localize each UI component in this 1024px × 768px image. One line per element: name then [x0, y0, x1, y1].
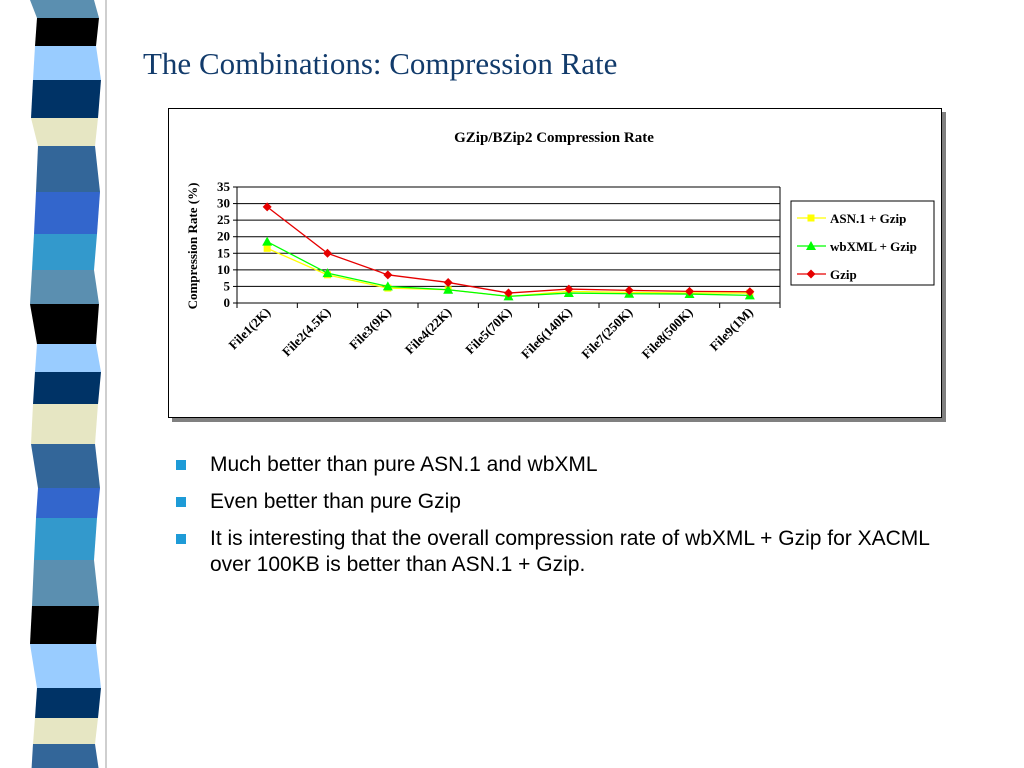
square-bullet-icon	[176, 497, 186, 507]
data-point	[624, 285, 634, 295]
legend-marker	[806, 269, 816, 279]
y-tick-label: 25	[217, 212, 231, 227]
data-point	[382, 281, 393, 291]
legend: ASN.1 + Gzip wbXML + Gzip Gzip	[790, 200, 935, 286]
x-tick-label: File3(9K)	[346, 305, 394, 353]
stripe-segment	[32, 234, 97, 270]
data-point	[262, 202, 272, 212]
data-point	[263, 244, 271, 252]
bullet-text: Even better than pure Gzip	[210, 490, 461, 513]
legend-label: ASN.1 + Gzip	[830, 211, 906, 226]
bullet-item: Even better than pure Gzip	[172, 489, 932, 515]
x-tick-label: File4(22K)	[402, 305, 454, 357]
data-point	[323, 248, 332, 258]
stripe-segment	[35, 344, 101, 372]
stripe-segment	[30, 304, 99, 344]
x-tick-label: File9(1M)	[707, 305, 756, 354]
legend-label: Gzip	[830, 267, 857, 282]
stripe-segment	[33, 372, 101, 404]
data-point	[564, 284, 574, 294]
bullet-item: It is interesting that the overall compr…	[172, 526, 932, 578]
bullet-item: Much better than pure ASN.1 and wbXML	[172, 452, 932, 478]
legend-marker	[807, 214, 815, 222]
bullet-list: Much better than pure ASN.1 and wbXML Ev…	[172, 452, 932, 589]
stripe-segment	[30, 270, 99, 304]
y-tick-label: 5	[224, 278, 231, 293]
y-tick-label: 0	[224, 295, 231, 310]
decorative-stripe-column	[30, 0, 107, 768]
line-chart: GZip/BZip2 Compression Rate Compression …	[185, 130, 935, 362]
data-point	[443, 284, 454, 294]
x-tick-label: File6(140K)	[518, 305, 575, 362]
stripe-segment	[31, 118, 98, 146]
data-point	[745, 287, 755, 297]
x-tick-label: File7(250K)	[578, 305, 635, 362]
legend-marker	[806, 241, 816, 250]
stripe-segment	[31, 404, 98, 444]
data-point	[685, 286, 694, 296]
x-tick-label: File2(4.5K)	[279, 305, 334, 360]
stripe-segment	[35, 688, 101, 718]
stripe-segment	[36, 146, 100, 192]
data-point	[443, 277, 453, 287]
stripe-segment	[31, 744, 99, 768]
stripe-segment	[30, 0, 99, 18]
data-point	[383, 270, 393, 280]
legend-box	[790, 200, 935, 286]
chart-frame: GZip/BZip2 Compression Rate Compression …	[168, 108, 942, 418]
y-tick-label: 35	[217, 179, 231, 194]
square-bullet-icon	[176, 460, 186, 470]
data-point	[262, 236, 273, 246]
x-tick-label: File8(500K)	[639, 305, 696, 362]
x-tick-label: File5(70K)	[462, 305, 514, 357]
square-bullet-icon	[176, 534, 186, 544]
stripe-segment	[34, 518, 97, 560]
stripe-segment	[35, 18, 99, 46]
data-point	[322, 268, 333, 278]
y-tick-label: 10	[217, 262, 230, 277]
slide-title: The Combinations: Compression Rate	[143, 46, 618, 81]
y-tick-label: 30	[217, 196, 230, 211]
stripe-segment	[30, 644, 101, 688]
legend-label: wbXML + Gzip	[830, 239, 917, 254]
stripe-segment	[36, 488, 100, 518]
stripe-segment	[31, 444, 100, 488]
bullet-text: Much better than pure ASN.1 and wbXML	[210, 453, 598, 476]
chart-title: GZip/BZip2 Compression Rate	[454, 130, 654, 146]
stripe-segment	[33, 46, 101, 80]
stripe-segment	[33, 718, 98, 744]
stripe-segment	[31, 80, 101, 118]
series-line	[266, 241, 750, 298]
y-axis-label: Compression Rate (%)	[185, 183, 200, 310]
bullet-text: It is interesting that the overall compr…	[210, 527, 930, 576]
stripe-segment	[32, 560, 99, 606]
data-point	[504, 288, 513, 298]
stripe-segment	[34, 192, 100, 234]
y-tick-label: 20	[217, 229, 230, 244]
stripe-segment	[30, 606, 99, 644]
y-tick-label: 15	[217, 245, 231, 260]
x-tick-label: File1(2K)	[225, 305, 273, 353]
